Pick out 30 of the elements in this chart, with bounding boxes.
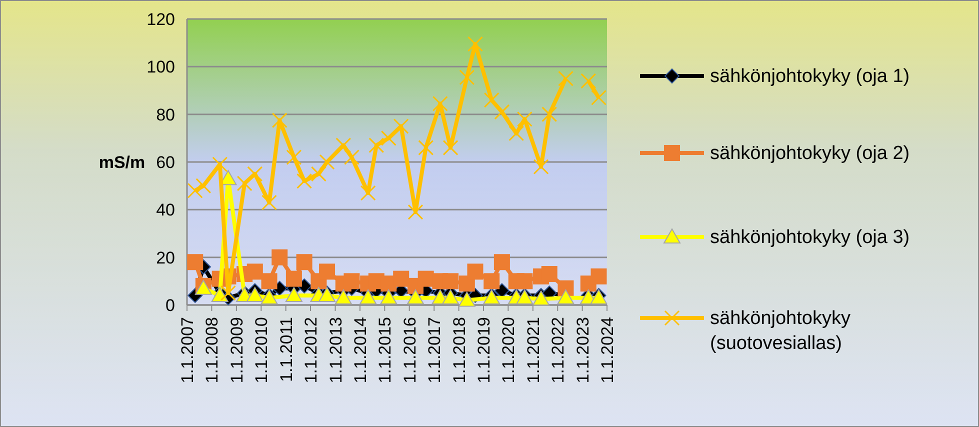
x-tick-label: 1.1.2012: [302, 317, 321, 384]
y-tick-label: 120: [146, 10, 175, 29]
y-axis-title: mS/m: [98, 153, 146, 172]
y-tick-label: 0: [166, 296, 175, 315]
x-tick-label: 1.1.2020: [499, 317, 518, 384]
x-tick-label: 1.1.2023: [573, 317, 592, 384]
legend-label: sähkönjohtokyky (suotovesiallas): [710, 308, 851, 354]
y-tick-label: 20: [156, 248, 175, 268]
legend-label: sähkönjohtokyky (oja 2): [710, 143, 910, 164]
x-tick-label: 1.1.2017: [425, 317, 444, 384]
legend-label: sähkönjohtokyky (oja 1): [710, 66, 910, 87]
y-tick-label: 60: [156, 153, 175, 172]
x-tick-label: 1.1.2021: [524, 317, 543, 384]
x-tick-label: 1.1.2013: [326, 317, 346, 384]
x-tick-label: 1.1.2022: [548, 317, 568, 384]
x-tick-label: 1.1.2011: [276, 317, 296, 382]
x-tick-label: 1.1.2015: [376, 317, 395, 384]
x-tick-label: 1.1.2016: [400, 317, 420, 384]
y-tick-label: 40: [156, 200, 175, 220]
y-tick-label: 100: [146, 58, 175, 77]
x-tick-label: 1.1.2019: [474, 317, 494, 384]
x-tick-label: 1.1.2009: [227, 317, 246, 384]
x-tick-label: 1.1.2007: [178, 317, 197, 384]
x-tick-label: 1.1.2008: [202, 317, 222, 384]
x-tick-label: 1.1.2010: [252, 317, 272, 384]
x-tick-label: 1.1.2024: [598, 317, 617, 384]
y-tick-label: 80: [156, 105, 175, 124]
legend-label: sähkönjohtokyky (oja 3): [710, 227, 910, 248]
x-tick-label: 1.1.2018: [450, 317, 469, 384]
x-tick-label: 1.1.2014: [350, 317, 370, 384]
